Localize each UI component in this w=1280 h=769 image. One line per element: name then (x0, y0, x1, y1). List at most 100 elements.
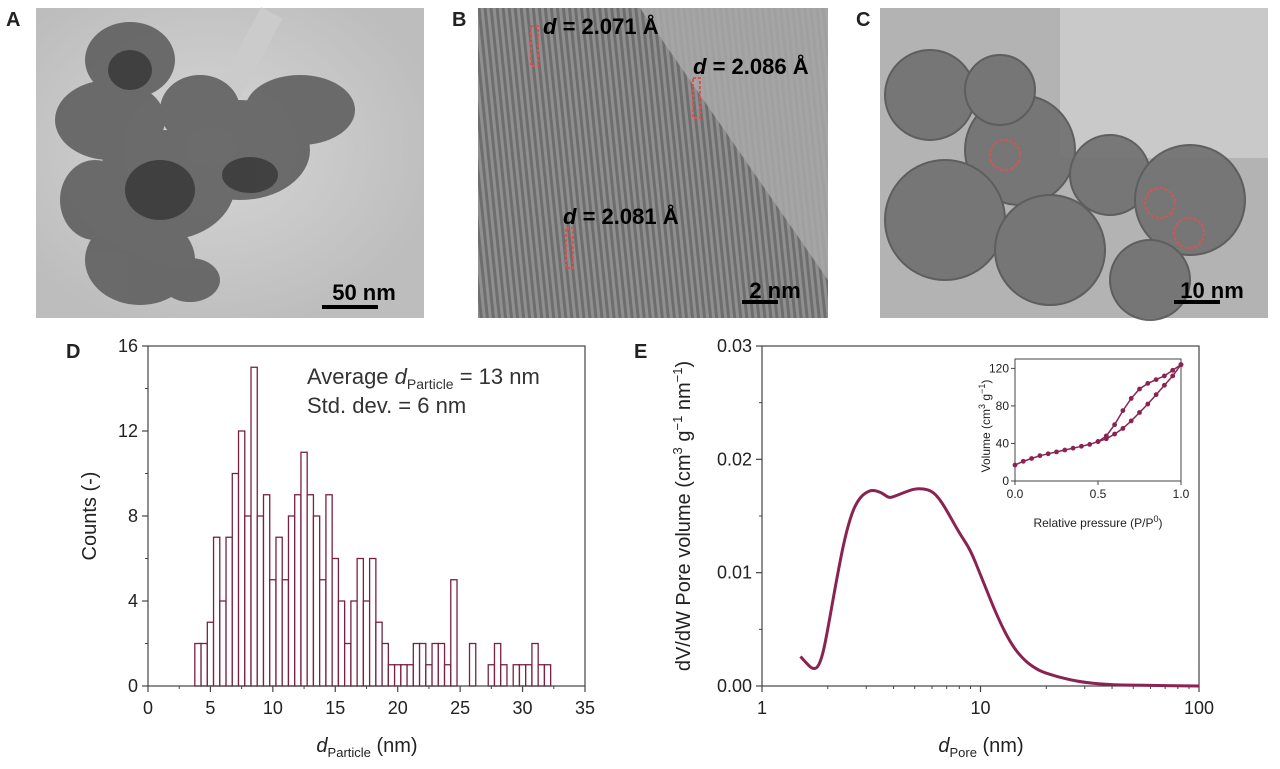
panel-d-y-label: Counts (-) (79, 472, 101, 561)
y-tick-label: 0 (128, 676, 138, 696)
histogram-bar (487, 664, 496, 687)
inset-y-label: Volume (cm3 g−1) (977, 380, 993, 473)
histogram-bar (294, 494, 302, 687)
y-tick-label: 0.00 (717, 676, 752, 696)
inset-adsorption-point (1070, 445, 1076, 451)
x-tick-label: 100 (1184, 698, 1214, 718)
histogram-bar (393, 664, 402, 687)
inset-adsorption-point (1045, 451, 1051, 457)
histogram-bar (362, 600, 371, 687)
y-tick-label: 12 (118, 421, 138, 441)
inset-desorption-point (1103, 433, 1109, 439)
panel-c: C 10 nm (856, 8, 1268, 321)
panel-e-x-label: dPore (nm) (938, 735, 1023, 760)
y-tick-label: 0.03 (717, 336, 752, 356)
inset-adsorption-point (1145, 401, 1151, 407)
panel-a-fiber (218, 7, 283, 99)
histogram-bar (206, 621, 215, 687)
x-tick-label: 5 (205, 698, 215, 718)
inset-y-tick-label: 120 (989, 361, 1009, 375)
inset-desorption-point (1137, 386, 1142, 392)
panel-b-scale-bar (742, 300, 778, 304)
y-tick-label: 8 (128, 506, 138, 526)
histogram-bar (200, 642, 208, 687)
panel-b-lattice-marker-3 (565, 227, 574, 269)
histogram-bar (537, 664, 546, 687)
inset-desorption-point (1170, 367, 1176, 373)
inset-desorption-point (1153, 377, 1159, 383)
histogram-bar (368, 557, 377, 687)
inset-desorption-point (1112, 422, 1117, 428)
histogram-bar (531, 642, 539, 687)
inset-desorption-point (1128, 396, 1134, 401)
panel-c-scale-label: 10 nm (1180, 278, 1244, 303)
x-tick-label: 10 (263, 698, 283, 718)
inset-adsorption-point (1137, 410, 1142, 415)
histogram-bar (331, 557, 340, 687)
histogram-bar (281, 579, 290, 687)
panel-d-axes: 0 5 10 15 20 25 30 35 0 4 8 12 16 (118, 336, 595, 718)
panel-a-scale-bar (322, 305, 378, 309)
panel-b-lattice-marker-2 (692, 77, 701, 119)
inset-adsorption-point (1087, 442, 1093, 447)
inset-desorption-point (1162, 373, 1167, 379)
histogram-bar (356, 557, 365, 687)
inset-adsorption-point (1062, 447, 1068, 453)
panel-c-background-film (1060, 8, 1268, 158)
x-tick-label: 15 (325, 698, 345, 718)
histogram-bar (312, 515, 321, 687)
histogram-bar (287, 515, 296, 687)
inset-frame (1014, 358, 1182, 482)
histogram-bar (262, 494, 271, 687)
y-tick-label: 16 (118, 336, 138, 356)
histogram-bar (468, 642, 477, 687)
panel-e: E 1 10 100 0.00 0.01 0.02 0.03 dV/dW Pore volu… (634, 336, 1214, 760)
panel-e-letter: E (634, 341, 647, 363)
histogram-bar (450, 579, 458, 687)
inset-desorption-point (1120, 408, 1126, 414)
histogram-bar (269, 579, 277, 687)
x-tick-label: 10 (970, 698, 990, 718)
panel-c-particles (884, 49, 1246, 321)
panel-b: B d = 2.071 Å d = 2.086 Å d = 2.081 Å 2 … (452, 8, 828, 318)
inset-adsorption-point (1112, 431, 1117, 437)
histogram-bar (425, 664, 433, 687)
panel-c-pore-marker-3 (1173, 217, 1205, 249)
inset-isotherm (1012, 362, 1184, 468)
histogram-bar (431, 642, 439, 687)
x-tick-label: 35 (575, 698, 595, 718)
x-tick-label: 30 (513, 698, 533, 718)
inset-x-tick-label: 0.0 (1007, 487, 1024, 501)
inset-desorption-point (1095, 439, 1101, 444)
y-tick-label: 0.02 (717, 449, 752, 469)
histogram-bar (225, 536, 233, 687)
panel-e-pore-curve (799, 487, 1200, 688)
panel-b-amorphous-edge (640, 8, 828, 280)
panel-c-pore-marker-1 (989, 139, 1021, 171)
histogram-bar (343, 642, 352, 687)
histogram-bar (387, 664, 396, 687)
histogram-bar (244, 515, 252, 687)
panel-a-letter: A (6, 9, 20, 31)
inset-adsorption-point (1128, 418, 1134, 424)
x-tick-label: 20 (388, 698, 408, 718)
histogram-bar (400, 664, 408, 687)
x-tick-label: 0 (143, 698, 153, 718)
histogram-bar (381, 642, 390, 687)
x-tick-label: 25 (450, 698, 470, 718)
histogram-bar (325, 494, 333, 687)
inset-adsorption-point (1054, 449, 1059, 455)
inset-x-tick-label: 1.0 (1173, 487, 1190, 501)
panel-b-lattice-marker-1 (530, 25, 539, 67)
y-tick-label: 4 (128, 591, 138, 611)
histogram-bar (543, 664, 552, 687)
inset-y-tick-label: 40 (996, 436, 1010, 450)
inset-adsorption-point (1079, 443, 1084, 449)
histogram-bar (256, 515, 265, 687)
panel-c-pore-marker-2 (1144, 187, 1176, 219)
panel-a-dark-cores (108, 50, 278, 220)
panel-a-scale-label: 50 nm (332, 280, 396, 305)
histogram-bar (500, 664, 508, 687)
histogram-bar (212, 536, 221, 687)
